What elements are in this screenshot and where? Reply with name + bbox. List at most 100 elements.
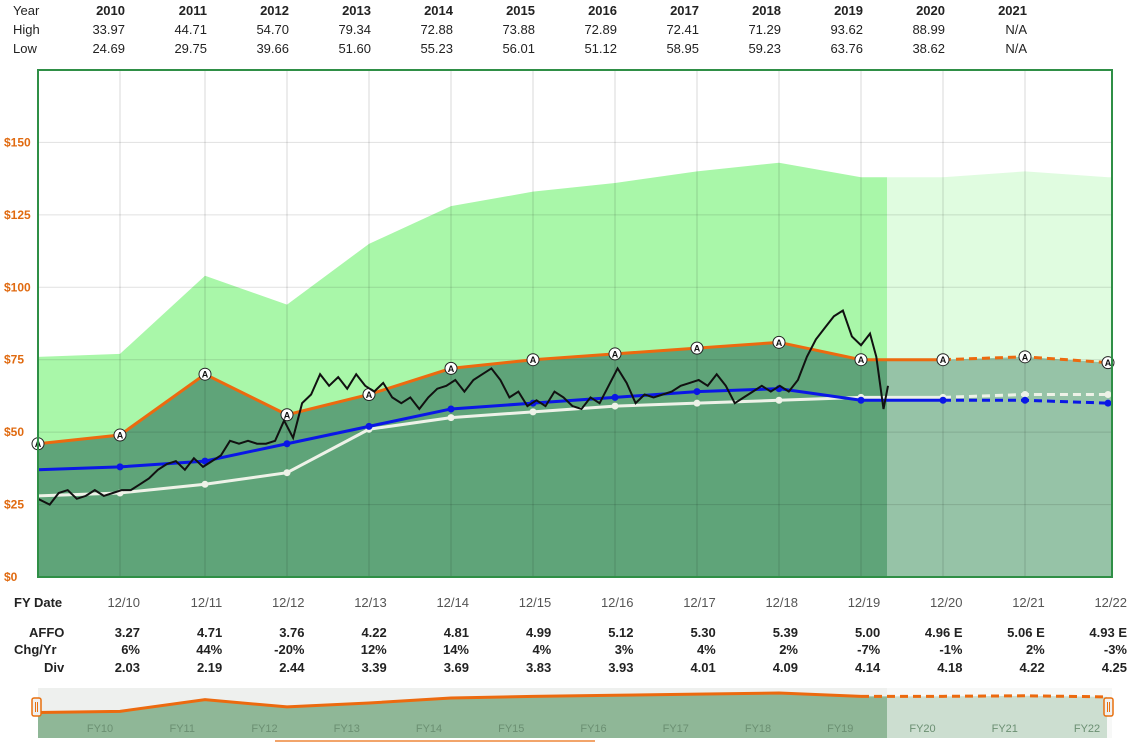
low-cell: N/A (1005, 41, 1027, 56)
div-cell: 2.03 (114, 660, 140, 675)
high-cell: 73.88 (502, 22, 535, 37)
fy-date-cell: 12/17 (683, 595, 716, 610)
affo-marker-circle (444, 361, 458, 375)
low-cell: 38.62 (912, 41, 945, 56)
y-tick-label: $100 (4, 280, 31, 294)
affo-cell: 4.22 (361, 625, 387, 640)
normal-value-marker (939, 396, 947, 404)
fy-date-cell: 12/21 (1012, 595, 1045, 610)
fy-date-cell: 12/13 (354, 595, 387, 610)
navigator-left-handle[interactable] (31, 697, 42, 717)
dividend-marker (201, 480, 209, 488)
chg-yr-cell: -7% (857, 642, 881, 657)
affo-cell: 3.76 (279, 625, 305, 640)
dividend-marker (447, 414, 455, 422)
affo-marker-letter: A (117, 431, 124, 441)
chg-yr-cell: -3% (1103, 642, 1127, 657)
div-cell: 3.69 (443, 660, 469, 675)
affo-marker-letter: A (858, 355, 865, 365)
affo-marker-letter: A (202, 370, 209, 380)
high-cell: 44.71 (174, 22, 207, 37)
div-cell: 4.09 (772, 660, 798, 675)
div-cell: 4.18 (937, 660, 963, 675)
year-cell: 2013 (342, 3, 371, 18)
normal-value-marker (1021, 396, 1029, 404)
affo-marker-letter: A (940, 355, 947, 365)
low-cell: 63.76 (830, 41, 863, 56)
div-cell: 2.44 (279, 660, 305, 675)
year-cell: 2018 (752, 3, 781, 18)
price-line (37, 308, 889, 506)
navigator-label: FY14 (416, 723, 442, 735)
affo-marker: A (280, 408, 294, 422)
affo-marker-letter: A (366, 390, 373, 400)
high-cell: 54.70 (256, 22, 289, 37)
div-cell: 4.22 (1019, 660, 1045, 675)
affo-cell: 4.71 (196, 625, 223, 640)
normal-value-marker (857, 396, 865, 404)
div-cell: 3.83 (525, 660, 552, 675)
low-row-label: Low (13, 41, 37, 56)
fy-date-cell: 12/11 (190, 595, 223, 610)
navigator-label: FY19 (827, 723, 853, 735)
year-row-label: Year (13, 3, 40, 18)
navigator-label: FY22 (1074, 723, 1100, 735)
high-row-label: High (13, 22, 40, 37)
range-navigator[interactable]: FY10 FY11 FY12 FY13 FY14 FY15 FY16 FY17 FY18 FY19… (30, 680, 1120, 742)
low-cell: 56.01 (502, 41, 535, 56)
chg-yr-cell: 2% (779, 642, 798, 657)
chg-yr-cell: 14% (442, 642, 469, 657)
dividend-line (37, 395, 943, 498)
y-tick-label: $125 (4, 208, 31, 222)
affo-marker-letter: A (284, 410, 291, 420)
affo-marker-letter: A (1105, 358, 1112, 368)
high-cell: 72.41 (666, 22, 699, 37)
high-cell: 72.89 (584, 22, 617, 37)
affo-cell: 5.12 (608, 625, 634, 640)
dividend-marker (283, 469, 291, 477)
affo-cell: 5.30 (690, 625, 716, 640)
year-cell: 2015 (506, 3, 535, 18)
high-cell: 72.88 (420, 22, 453, 37)
fy-date-cell: 12/22 (1094, 595, 1127, 610)
high-cell: 88.99 (912, 22, 945, 37)
low-cell: 51.12 (584, 41, 617, 56)
chg-yr-cell: -20% (274, 642, 305, 657)
affo-marker-circle (526, 353, 540, 367)
chg-yr-cell: 12% (360, 642, 387, 657)
high-cell: 79.34 (338, 22, 371, 37)
affo-line (37, 340, 943, 446)
affo-marker-circle (1018, 350, 1032, 364)
navigator-right-handle[interactable] (1103, 697, 1114, 717)
dividend-marker (529, 408, 537, 416)
affo-marker-circle (690, 341, 704, 355)
y-tick-label: $75 (4, 353, 24, 367)
div-cell: 4.25 (1101, 660, 1127, 675)
affo-cell: 4.93 E (1089, 625, 1127, 640)
affo-marker-letter: A (530, 355, 537, 365)
dividend-marker (1021, 390, 1029, 398)
affo-marker-circle (854, 353, 868, 367)
navigator-label: FY18 (745, 723, 771, 735)
navigator-scrollbar[interactable] (275, 740, 595, 742)
fy-date-cell: 12/12 (271, 595, 305, 610)
affo-marker: A (772, 335, 786, 349)
chg-yr-cell: 4% (696, 642, 716, 657)
navigator-label: FY13 (334, 723, 360, 735)
year-cell: 2011 (178, 3, 207, 18)
affo-value-area (38, 342, 1112, 577)
div-cell: 3.39 (361, 660, 387, 675)
year-row: Year 2010 2011 2012 2013 2014 2015 2016 2017 201… (0, 3, 1140, 22)
affo-marker: A (113, 428, 127, 442)
affo-marker-letter: A (776, 338, 783, 348)
fy-date-cell: 12/14 (436, 595, 469, 610)
affo-marker-letter: A (448, 364, 455, 374)
div-cell: 4.01 (690, 660, 716, 675)
low-cell: 58.95 (666, 41, 699, 56)
normal-value-marker (116, 463, 124, 471)
normal-value-marker (283, 440, 291, 448)
affo-cell: 5.39 (772, 625, 798, 640)
fy-date-cell: 12/20 (929, 595, 963, 610)
affo-marker-circle (772, 335, 786, 349)
navigator-label: FY17 (663, 723, 689, 735)
